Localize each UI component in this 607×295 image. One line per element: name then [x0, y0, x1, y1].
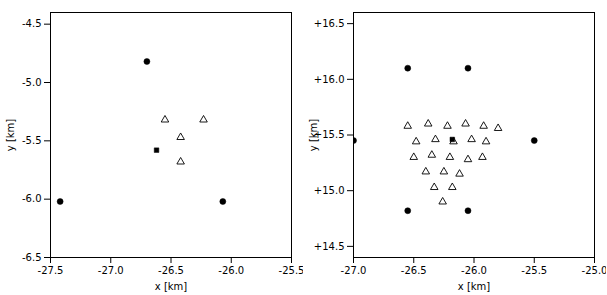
svg-text:x [km]: x [km]: [458, 281, 491, 292]
svg-text:-27.0: -27.0: [98, 265, 124, 276]
svg-text:y [km]: y [km]: [5, 119, 16, 152]
svg-text:+15.0: +15.0: [314, 185, 345, 196]
svg-text:-26.0: -26.0: [218, 265, 244, 276]
svg-text:-27.5: -27.5: [38, 265, 64, 276]
svg-text:-4.5: -4.5: [22, 18, 42, 29]
svg-text:-6.0: -6.0: [22, 193, 42, 204]
svg-text:-26.0: -26.0: [461, 265, 487, 276]
svg-text:+16.5: +16.5: [314, 18, 345, 29]
svg-text:+14.5: +14.5: [314, 241, 345, 252]
svg-text:-27.0: -27.0: [341, 265, 367, 276]
svg-text:y [km]: y [km]: [308, 119, 319, 152]
svg-text:-25.5: -25.5: [521, 265, 547, 276]
svg-text:-5.0: -5.0: [22, 77, 42, 88]
svg-text:-26.5: -26.5: [401, 265, 427, 276]
svg-text:-5.5: -5.5: [22, 135, 42, 146]
svg-text:-25.0: -25.0: [582, 265, 606, 276]
svg-text:-25.5: -25.5: [279, 265, 303, 276]
svg-text:x [km]: x [km]: [155, 281, 188, 292]
svg-text:-26.5: -26.5: [158, 265, 184, 276]
svg-text:+16.0: +16.0: [314, 74, 345, 85]
svg-text:+15.5: +15.5: [313, 129, 345, 141]
svg-text:-6.5: -6.5: [22, 252, 42, 263]
